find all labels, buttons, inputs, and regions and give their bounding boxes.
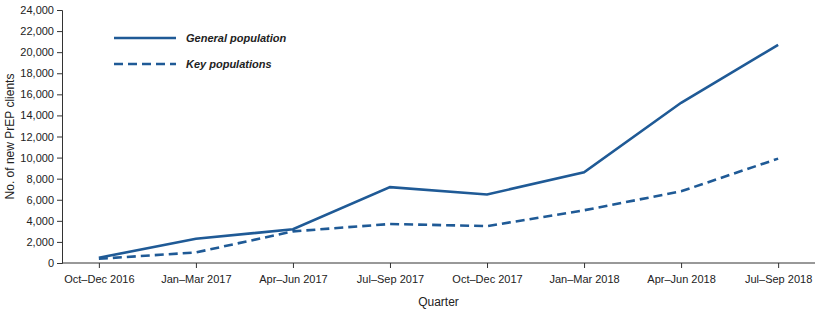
y-tick: 12,000	[20, 131, 62, 143]
y-tick: 10,000	[20, 152, 62, 164]
x-tick-label: Jan–Mar 2017	[161, 273, 231, 285]
y-tick-mark	[57, 158, 62, 159]
x-tick-label: Apr–Jun 2018	[647, 273, 716, 285]
series-line	[99, 159, 778, 259]
y-tick-label: 24,000	[20, 4, 54, 16]
x-tick-mark	[293, 263, 294, 268]
x-tick: Oct–Dec 2016	[64, 263, 134, 285]
y-tick-mark	[57, 137, 62, 138]
y-tick-mark	[57, 10, 62, 11]
y-tick-label: 18,000	[20, 67, 54, 79]
y-tick: 20,000	[20, 46, 62, 58]
y-tick: 16,000	[20, 88, 62, 100]
y-axis: 0 2,000 4,000 6,000 8,000 10,000 12,000 14,000 1…	[20, 4, 62, 269]
x-tick-mark	[584, 263, 585, 268]
plot: 0 2,000 4,000 6,000 8,000 10,000 12,000 14,000 1…	[20, 4, 815, 285]
x-axis: Oct–Dec 2016 Jan–Mar 2017 Apr–Jun 2017 Jul–…	[62, 263, 815, 285]
chart: 0 2,000 4,000 6,000 8,000 10,000 12,000 14,000 1…	[0, 0, 828, 312]
x-axis-title: Quarter	[418, 295, 459, 309]
y-tick-mark	[57, 221, 62, 222]
x-tick-label: Oct–Dec 2016	[64, 273, 134, 285]
x-tick-mark	[196, 263, 197, 268]
legend-label: General population	[186, 32, 287, 44]
y-tick-mark	[57, 52, 62, 53]
y-tick-mark	[57, 242, 62, 243]
x-tick-mark	[390, 263, 391, 268]
y-tick: 18,000	[20, 67, 62, 79]
x-tick: Jan–Mar 2017	[161, 263, 231, 285]
x-tick-label: Apr–Jun 2017	[259, 273, 328, 285]
legend-label: Key populations	[186, 58, 272, 70]
legend-item: General population	[114, 32, 287, 44]
y-tick-mark	[57, 179, 62, 180]
y-tick-label: 16,000	[20, 88, 54, 100]
y-tick-mark	[57, 31, 62, 32]
y-tick-label: 20,000	[20, 46, 54, 58]
x-tick: Oct–Dec 2017	[452, 263, 522, 285]
y-tick: 22,000	[20, 25, 62, 37]
x-tick: Jul–Sep 2018	[745, 263, 812, 285]
y-tick-label: 2,000	[26, 236, 54, 248]
y-axis-line	[57, 11, 63, 264]
x-tick: Apr–Jun 2018	[647, 263, 716, 285]
y-tick-mark	[57, 73, 62, 74]
y-tick-mark	[57, 115, 62, 116]
legend: General population Key populations	[114, 32, 287, 70]
x-tick-label: Jul–Sep 2018	[745, 273, 812, 285]
y-tick-label: 4,000	[26, 215, 54, 227]
y-tick-label: 12,000	[20, 131, 54, 143]
y-tick-label: 14,000	[20, 109, 54, 121]
y-tick: 24,000	[20, 4, 62, 16]
x-tick-mark	[99, 263, 100, 268]
x-tick-label: Oct–Dec 2017	[452, 273, 522, 285]
x-tick: Jan–Mar 2018	[549, 263, 619, 285]
legend-swatch	[114, 37, 176, 40]
x-tick: Apr–Jun 2017	[259, 263, 328, 285]
y-tick-label: 8,000	[26, 173, 54, 185]
y-tick: 6,000	[26, 194, 62, 206]
y-tick: 14,000	[20, 109, 62, 121]
y-tick-mark	[57, 263, 62, 264]
y-tick-mark	[57, 200, 62, 201]
y-tick: 2,000	[26, 236, 62, 248]
x-tick-mark	[778, 263, 779, 268]
x-tick-mark	[681, 263, 682, 268]
y-tick-label: 0	[48, 257, 54, 269]
y-axis-title: No. of new PrEP clients	[3, 74, 17, 200]
y-tick-label: 22,000	[20, 25, 54, 37]
y-tick-label: 6,000	[26, 194, 54, 206]
legend-item: Key populations	[114, 58, 272, 70]
y-tick: 4,000	[26, 215, 62, 227]
x-tick-label: Jan–Mar 2018	[549, 273, 619, 285]
y-tick: 0	[48, 257, 62, 269]
lines	[99, 45, 778, 259]
x-tick: Jul–Sep 2017	[357, 263, 424, 285]
x-tick-label: Jul–Sep 2017	[357, 273, 424, 285]
y-tick-mark	[57, 94, 62, 95]
x-tick-mark	[487, 263, 488, 268]
y-tick: 8,000	[26, 173, 62, 185]
y-tick-label: 10,000	[20, 152, 54, 164]
x-axis-line	[62, 263, 815, 264]
legend-swatch	[114, 63, 176, 66]
